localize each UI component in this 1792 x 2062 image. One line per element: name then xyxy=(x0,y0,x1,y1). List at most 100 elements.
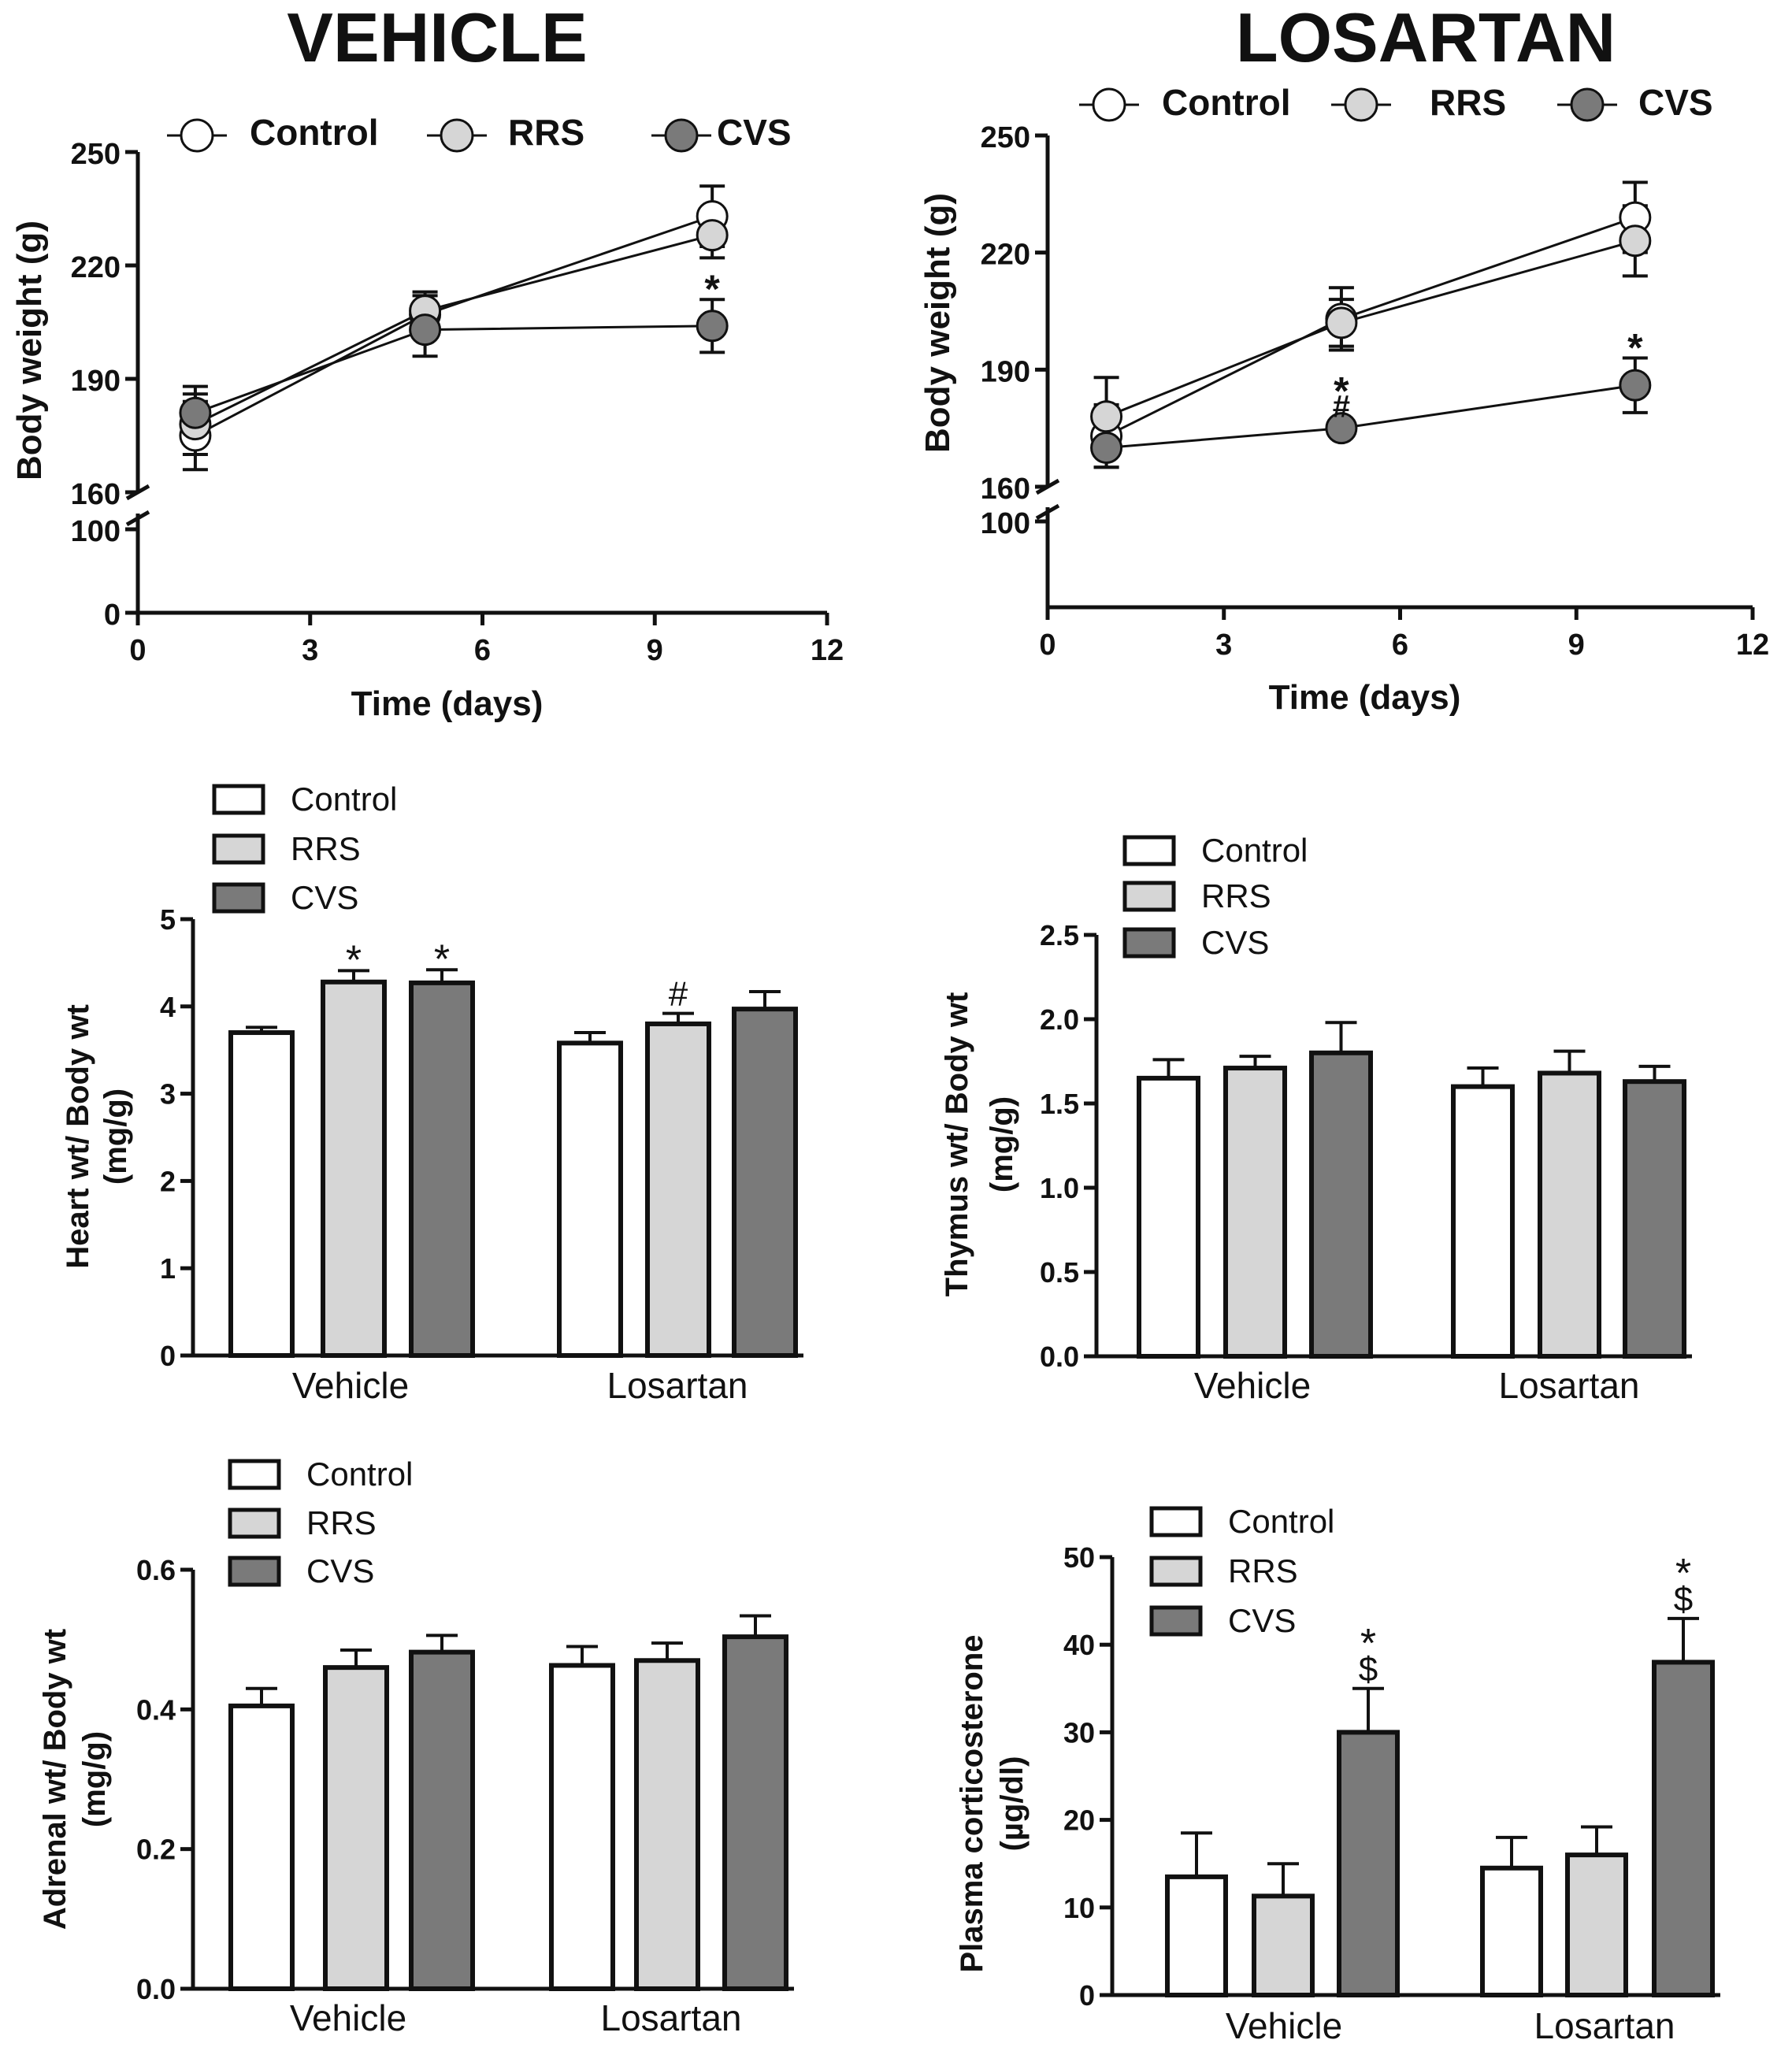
y-tick-label: 160 xyxy=(71,478,121,511)
y-axis-label: Body weight (g) xyxy=(10,221,49,480)
data-point-rrs xyxy=(1325,306,1358,339)
bar-vehicle-control xyxy=(228,1030,295,1359)
legend-marker-cvs xyxy=(1570,87,1605,122)
data-point-cvs xyxy=(409,313,442,347)
y-tick-label: 50 xyxy=(1063,1541,1095,1574)
y-axis-label: (mg/g) xyxy=(985,1096,1019,1192)
y-tick-label: 4 xyxy=(160,991,176,1023)
y-tick-label: 0.5 xyxy=(1040,1256,1079,1289)
bar-losartan-rrs xyxy=(1538,1070,1601,1359)
legend-swatch-rrs xyxy=(1149,1556,1203,1587)
y-tick-label: 10 xyxy=(1063,1892,1095,1924)
y-axis-label: (mg/g) xyxy=(98,1088,133,1185)
error-bar-control xyxy=(566,1645,598,1666)
chart-adrenal: Control RRS CVS 0.0 0.2 0.4 0.6 Adrenal wt/ Bod… xyxy=(38,1456,794,2038)
legend-label-control: Control xyxy=(291,781,397,818)
error-bar-cvs xyxy=(1638,1064,1671,1082)
data-point-cvs xyxy=(1090,431,1123,464)
legend-marker-control xyxy=(180,118,214,153)
y-axis-label: (µg/dl) xyxy=(995,1756,1030,1852)
legend-label-rrs: RRS xyxy=(1201,877,1271,914)
significance-marker: * xyxy=(1627,325,1643,369)
y-tick-label: 0 xyxy=(160,1340,176,1372)
bar-losartan-cvs xyxy=(732,1007,798,1359)
y-tick-label: 0 xyxy=(104,599,121,632)
data-point-cvs xyxy=(1325,412,1358,445)
series-line-cvs xyxy=(1106,384,1636,449)
legend-swatch-cvs xyxy=(1149,1605,1203,1637)
y-tick-label: 1.5 xyxy=(1040,1088,1079,1120)
chart-thymus: Control RRS CVS 0.0 0.5 1.0 1.5 2.0 2.5 Thymus wt… xyxy=(940,832,1692,1406)
x-tick-label: 12 xyxy=(811,634,844,667)
bar-losartan-cvs xyxy=(1623,1079,1686,1359)
x-tick-label: 9 xyxy=(1568,629,1585,662)
legend-label-cvs: CVS xyxy=(1228,1602,1296,1639)
y-tick-label: 0.6 xyxy=(136,1554,176,1586)
y-tick-label: 160 xyxy=(981,473,1030,506)
error-bar-control xyxy=(1467,1066,1499,1087)
legend-label-control: Control xyxy=(1228,1503,1334,1540)
legend-label-rrs: RRS xyxy=(291,830,361,867)
significance-marker: * xyxy=(1675,1551,1691,1597)
legend-label-cvs: CVS xyxy=(291,879,358,916)
legend-label-cvs: CVS xyxy=(1638,82,1713,123)
significance-marker: $ xyxy=(1674,1580,1693,1619)
bar-vehicle-rrs xyxy=(323,1665,389,1991)
bar-vehicle-control xyxy=(1137,1075,1200,1359)
legend-swatch-rrs xyxy=(1122,881,1176,912)
legend-label-cvs: CVS xyxy=(306,1552,374,1589)
y-tick-label: 20 xyxy=(1063,1804,1095,1837)
legend-label-cvs: CVS xyxy=(1201,924,1269,961)
y-tick-label: 0.4 xyxy=(136,1693,176,1726)
x-tick-label: 3 xyxy=(1215,629,1232,662)
legend-label-control: Control xyxy=(1201,832,1308,869)
data-point-rrs xyxy=(696,219,729,252)
y-axis-label: (mg/g) xyxy=(77,1731,112,1827)
error-bar-rrs xyxy=(1553,1049,1586,1074)
bar-vehicle-cvs xyxy=(1309,1050,1373,1359)
error-bar-rrs xyxy=(1267,1862,1299,1897)
x-axis-label: Time (days) xyxy=(1269,678,1461,717)
error-bar-control xyxy=(1496,1835,1527,1868)
error-bar-rrs xyxy=(340,1648,372,1668)
y-axis-label: Adrenal wt/ Body wt xyxy=(38,1629,72,1930)
significance-marker: $ xyxy=(1359,1650,1378,1689)
bar-losartan-cvs xyxy=(1652,1660,1715,1997)
data-point-cvs xyxy=(1619,369,1652,402)
legend-label-control: Control xyxy=(306,1456,413,1493)
y-tick-label: 0.2 xyxy=(136,1834,176,1866)
y-tick-label: 1.0 xyxy=(1040,1172,1079,1204)
legend-swatch-control xyxy=(228,1459,281,1490)
bar-losartan-control xyxy=(1480,1865,1543,1998)
y-tick-label: 0.0 xyxy=(136,1973,176,2005)
significance-marker: * xyxy=(1334,369,1349,414)
bar-vehicle-cvs xyxy=(409,980,475,1359)
bar-losartan-rrs xyxy=(1565,1852,1628,1998)
x-tick-label: 3 xyxy=(302,634,318,667)
group-label-losartan: Losartan xyxy=(600,1997,741,2038)
significance-marker: * xyxy=(346,937,362,983)
y-tick-label: 190 xyxy=(981,355,1030,388)
y-tick-label: 2.5 xyxy=(1040,919,1079,951)
legend-swatch-rrs xyxy=(228,1508,281,1539)
bar-vehicle-cvs xyxy=(1337,1730,1400,1997)
significance-marker: # xyxy=(1333,390,1350,425)
error-bar-control xyxy=(1152,1058,1185,1078)
y-tick-label: 0.0 xyxy=(1040,1341,1079,1373)
legend-swatch-cvs xyxy=(212,882,265,914)
bar-losartan-control xyxy=(557,1040,623,1359)
y-axis-label: Body weight (g) xyxy=(918,193,957,453)
group-label-losartan: Losartan xyxy=(607,1365,748,1406)
error-bar-control xyxy=(246,1686,277,1706)
series-line-cvs xyxy=(195,325,713,414)
x-axis-label: Time (days) xyxy=(351,684,544,723)
legend-marker-control xyxy=(1092,87,1126,122)
bar-vehicle-rrs xyxy=(1223,1066,1287,1359)
significance-marker: * xyxy=(1360,1621,1376,1667)
y-tick-label: 2.0 xyxy=(1040,1003,1079,1036)
y-tick-label: 250 xyxy=(981,121,1030,154)
bar-vehicle-rrs xyxy=(1252,1893,1315,1997)
data-point-rrs xyxy=(1090,400,1123,433)
y-axis-label: Heart wt/ Body wt xyxy=(61,1004,95,1269)
legend-swatch-control xyxy=(1149,1506,1203,1537)
